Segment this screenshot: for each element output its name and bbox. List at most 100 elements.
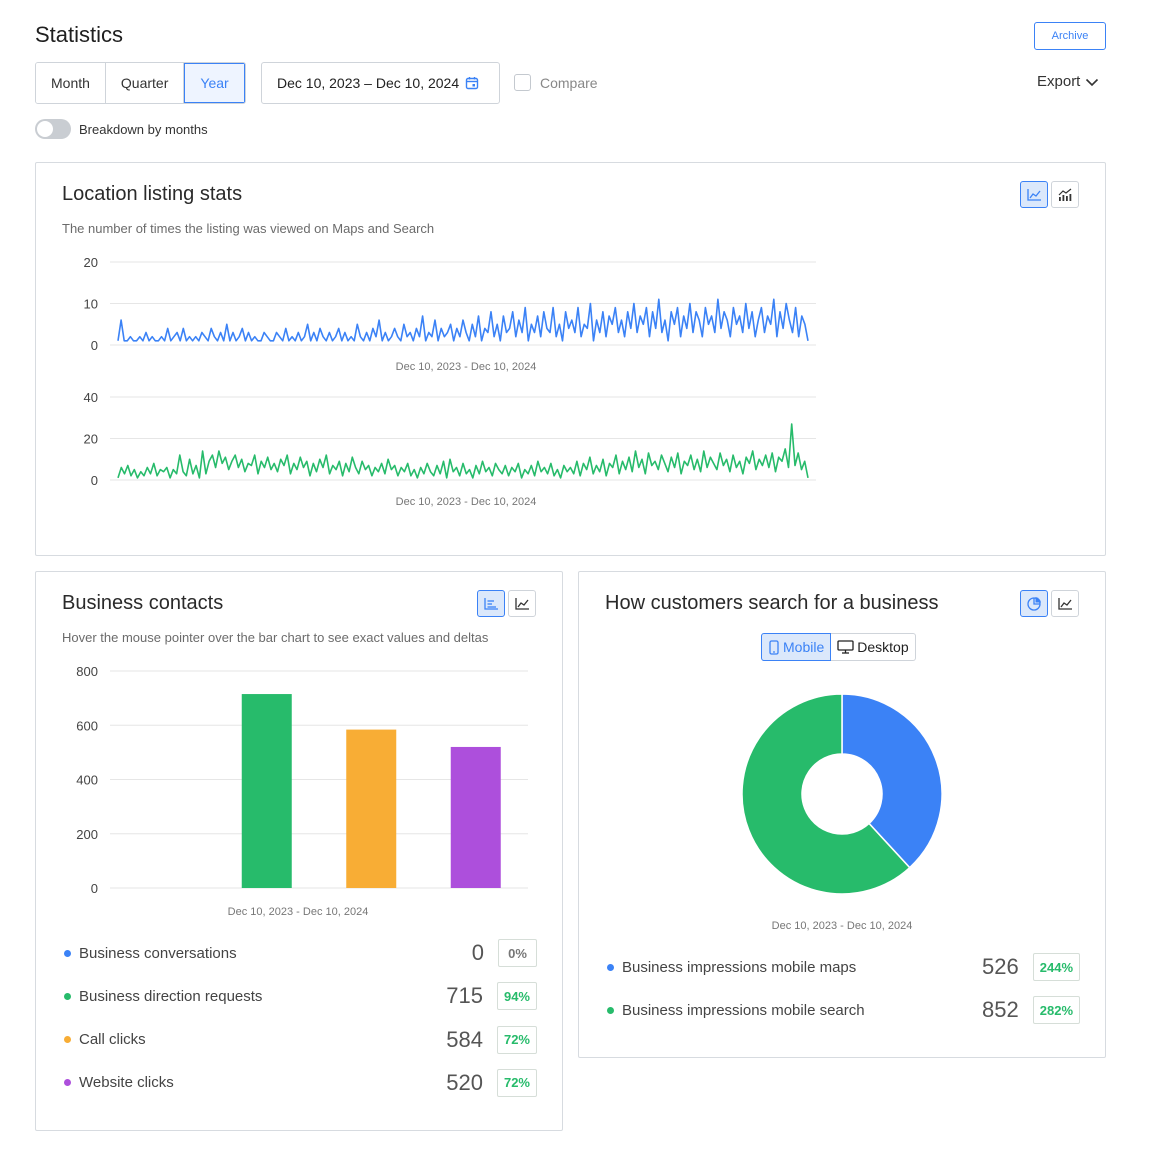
legend-row: Business impressions mobile search 852 282… — [607, 996, 1080, 1024]
compare-toggle: Compare — [514, 74, 598, 91]
legend-label: Business conversations — [79, 944, 237, 962]
legend-row: Website clicks 520 72% — [64, 1068, 537, 1097]
legend-value: 852 — [982, 997, 1019, 1022]
delta-badge: 0% — [498, 939, 537, 967]
line-chart-icon — [1058, 597, 1072, 610]
period-selector: Month Quarter Year — [35, 62, 246, 104]
y-tick-label: 20 — [84, 432, 98, 447]
delta-badge: 72% — [496, 1025, 537, 1054]
x-axis-label: Dec 10, 2023 - Dec 10, 2024 — [228, 906, 369, 918]
y-tick-label: 10 — [84, 297, 98, 312]
donut-slice — [741, 693, 911, 895]
listing-line-chart-blue: 0 10 20 Dec 10, 2023 - Dec 10, 2024 — [84, 255, 816, 373]
line-chart-mode-button[interactable] — [1020, 181, 1048, 208]
legend-value: 526 — [982, 954, 1019, 979]
device-desktop-button[interactable]: Desktop — [831, 633, 916, 661]
y-tick-label: 400 — [76, 773, 98, 788]
legend-value: 584 — [446, 1026, 483, 1052]
toggle-knob — [37, 121, 53, 137]
legend-dot — [64, 992, 71, 1000]
period-month-button[interactable]: Month — [36, 63, 106, 103]
listing-stats-subtitle: The number of times the listing was view… — [62, 221, 435, 236]
compare-label: Compare — [540, 74, 598, 91]
y-tick-label: 800 — [76, 664, 98, 679]
combined-chart-icon — [1058, 188, 1072, 201]
delta-badge: 72% — [496, 1068, 537, 1097]
y-tick-label: 200 — [76, 827, 98, 842]
legend-dot — [64, 1079, 71, 1087]
legend-row: Business conversations 0 0% — [64, 939, 537, 967]
legend-dot — [607, 1006, 614, 1014]
line-chart-icon — [515, 597, 529, 610]
legend-value: 0 — [471, 940, 484, 965]
legend-row: Business impressions mobile maps 526 244% — [607, 953, 1080, 981]
bar — [346, 729, 397, 888]
delta-badge: 282% — [1032, 996, 1080, 1024]
chevron-down-icon — [1086, 78, 1099, 86]
breakdown-label: Breakdown by months — [79, 121, 208, 137]
compare-checkbox[interactable] — [514, 74, 531, 91]
breakdown-row: Breakdown by months — [35, 119, 208, 139]
y-tick-label: 40 — [84, 390, 98, 405]
listing-stats-card: Location listing stats The number of tim… — [35, 162, 1106, 556]
line-chart-mode-button[interactable] — [508, 590, 536, 617]
period-quarter-button[interactable]: Quarter — [105, 63, 185, 103]
legend-dot — [64, 1036, 71, 1044]
y-tick-label: 0 — [91, 881, 98, 896]
date-range-picker[interactable]: Dec 10, 2023 – Dec 10, 2024 — [261, 62, 500, 104]
y-tick-label: 20 — [84, 255, 98, 270]
pie-chart-mode-button[interactable] — [1020, 590, 1048, 617]
pie-chart-icon — [1027, 596, 1041, 611]
delta-badge: 244% — [1032, 953, 1080, 981]
legend-row: Business direction requests 715 94% — [64, 982, 537, 1011]
x-axis-label: Dec 10, 2023 - Dec 10, 2024 — [396, 496, 537, 508]
delta-badge: 94% — [496, 982, 537, 1011]
legend-row: Call clicks 584 72% — [64, 1025, 537, 1054]
legend-value: 715 — [446, 983, 483, 1009]
line-chart-mode-button[interactable] — [1051, 590, 1079, 617]
combined-chart-mode-button[interactable] — [1051, 181, 1079, 208]
legend-label: Call clicks — [79, 1031, 146, 1049]
series-line — [117, 423, 809, 479]
business-contacts-title: Business contacts — [62, 592, 224, 614]
mobile-icon — [769, 639, 779, 655]
listing-stats-title: Location listing stats — [62, 183, 243, 205]
x-axis-label: Dec 10, 2023 - Dec 10, 2024 — [772, 920, 913, 932]
export-label: Export — [1037, 73, 1081, 90]
breakdown-toggle[interactable] — [35, 119, 71, 139]
legend-value: 520 — [446, 1069, 483, 1095]
legend-label: Business impressions mobile maps — [622, 958, 857, 976]
desktop-icon — [837, 640, 854, 654]
bar-chart-icon — [484, 597, 498, 610]
legend-label: Website clicks — [79, 1074, 174, 1092]
device-selector: Mobile Desktop — [761, 633, 916, 661]
x-axis-label: Dec 10, 2023 - Dec 10, 2024 — [396, 361, 537, 373]
legend-label: Business impressions mobile search — [622, 1001, 865, 1019]
export-menu[interactable]: Export — [1037, 73, 1099, 90]
legend-dot — [607, 963, 614, 971]
series-line — [117, 298, 809, 342]
donut-slice — [841, 693, 943, 869]
bar-chart-mode-button[interactable] — [477, 590, 505, 617]
bar — [241, 694, 292, 888]
search-card-title: How customers search for a business — [605, 592, 939, 614]
period-year-button[interactable]: Year — [184, 63, 245, 103]
business-contacts-subtitle: Hover the mouse pointer over the bar cha… — [62, 630, 489, 645]
device-desktop-label: Desktop — [857, 639, 909, 655]
device-mobile-button[interactable]: Mobile — [761, 633, 832, 661]
legend-dot — [64, 949, 71, 957]
page-title: Statistics — [35, 22, 124, 47]
search-donut-chart: Dec 10, 2023 - Dec 10, 2024 — [741, 693, 943, 932]
y-tick-label: 0 — [91, 338, 98, 353]
business-contacts-bar-chart: 0 200 400 600 800 Dec 10, 2023 - Dec 10, 2024 — [76, 664, 528, 918]
archive-button[interactable]: Archive — [1034, 22, 1106, 50]
date-range-text: Dec 10, 2023 – Dec 10, 2024 — [277, 75, 460, 91]
listing-line-chart-green: 0 20 40 Dec 10, 2023 - Dec 10, 2024 — [84, 390, 816, 508]
legend-label: Business direction requests — [79, 987, 263, 1005]
calendar-icon — [465, 76, 479, 90]
bar — [450, 746, 501, 888]
y-tick-label: 0 — [91, 473, 98, 488]
y-tick-label: 600 — [76, 718, 98, 733]
device-mobile-label: Mobile — [783, 639, 825, 655]
line-chart-icon — [1027, 188, 1041, 201]
